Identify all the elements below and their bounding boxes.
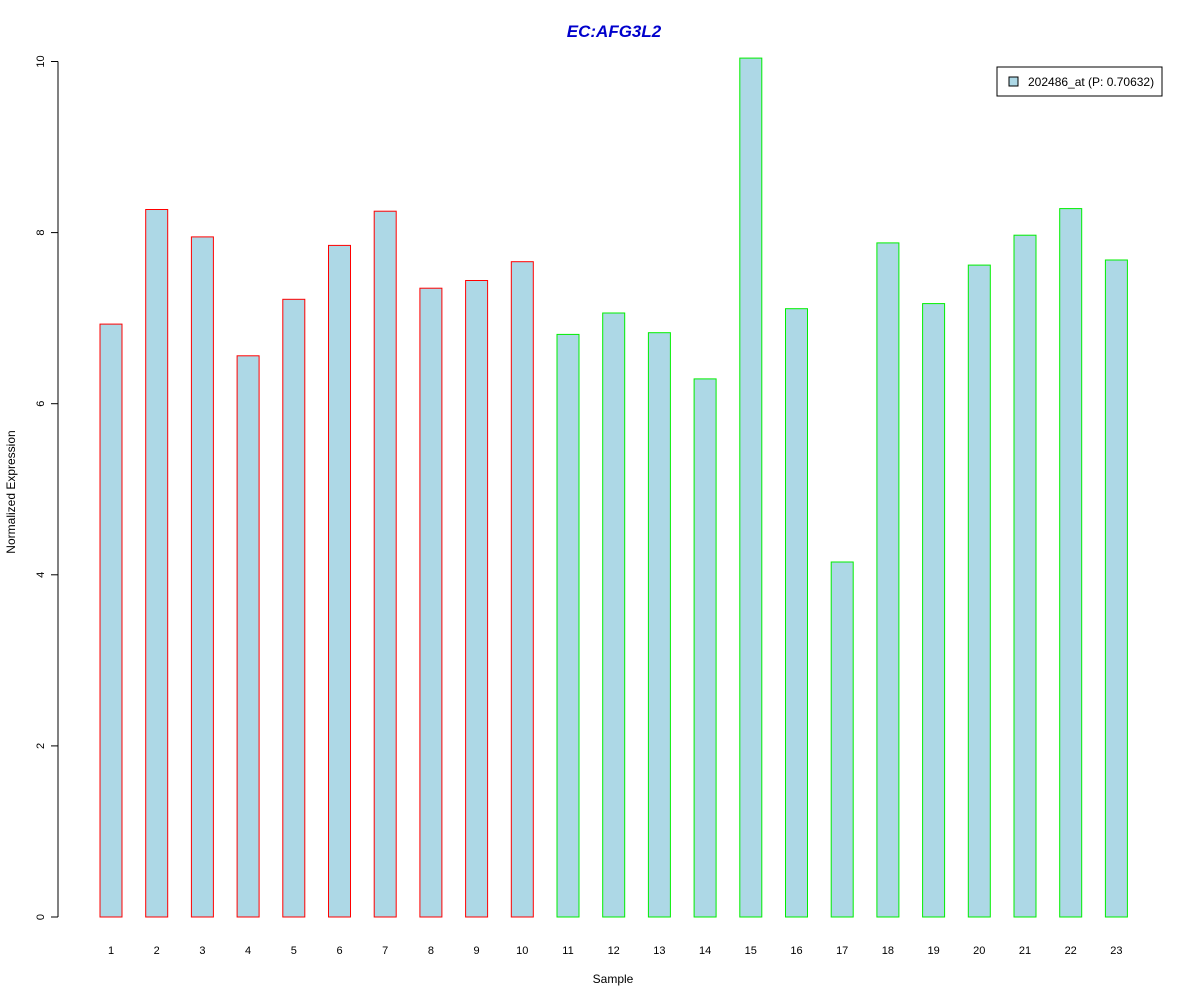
x-tick-label: 15 <box>745 945 757 957</box>
bars <box>99 57 1128 918</box>
bar-sample-13 <box>647 332 671 918</box>
legend-label: 202486_at (P: 0.70632) <box>1028 75 1154 89</box>
bar-sample-1 <box>99 323 123 918</box>
x-tick-label: 13 <box>653 945 665 957</box>
bar-sample-11 <box>556 333 580 918</box>
x-tick-label: 10 <box>516 945 528 957</box>
y-tick-label: 8 <box>35 230 47 236</box>
y-tick-label: 0 <box>35 914 47 920</box>
chart-title: EC:AFG3L2 <box>567 22 662 41</box>
legend-swatch <box>1008 76 1019 87</box>
bar-sample-4 <box>236 355 260 918</box>
x-tick-label: 2 <box>154 945 160 957</box>
x-tick-labels: 1 2 3 4 5 6 7 8 9 10 11 12 13 14 15 16 17 18 19 20 21 22 23 <box>108 945 1123 957</box>
bar-sample-18 <box>876 242 900 918</box>
bar-sample-2 <box>145 209 169 918</box>
bar-sample-22 <box>1059 208 1083 918</box>
bar-sample-9 <box>465 280 489 918</box>
y-axis-label: Normalized Expression <box>4 430 18 553</box>
x-tick-label: 12 <box>608 945 620 957</box>
bar-sample-20 <box>967 264 991 918</box>
x-tick-label: 6 <box>336 945 342 957</box>
bar-sample-6 <box>328 244 351 918</box>
bar-sample-15 <box>739 57 763 918</box>
x-tick-label: 8 <box>428 945 434 957</box>
x-tick-label: 22 <box>1065 945 1077 957</box>
x-tick-label: 20 <box>973 945 985 957</box>
bar-sample-7 <box>373 210 397 918</box>
bar-sample-17 <box>830 561 854 918</box>
x-tick-label: 9 <box>474 945 480 957</box>
bar-sample-21 <box>1013 234 1037 918</box>
x-tick-label: 14 <box>699 945 711 957</box>
y-tick-label: 2 <box>35 743 47 749</box>
y-tick-label: 10 <box>35 55 47 67</box>
bar-sample-23 <box>1104 259 1128 918</box>
bar-sample-3 <box>190 236 214 918</box>
bar-sample-19 <box>922 303 946 918</box>
legend: 202486_at (P: 0.70632) <box>996 66 1163 97</box>
x-tick-label: 17 <box>836 945 848 957</box>
x-tick-label: 11 <box>562 945 573 957</box>
x-tick-label: 1 <box>108 945 114 957</box>
x-tick-label: 3 <box>199 945 205 957</box>
legend-box <box>996 66 1163 97</box>
y-tick-label: 6 <box>35 401 47 407</box>
x-tick-label: 18 <box>882 945 894 957</box>
x-tick-label: 7 <box>382 945 388 957</box>
bar-sample-10 <box>510 261 534 918</box>
x-tick-label: 4 <box>245 945 251 957</box>
x-tick-label: 19 <box>927 945 939 957</box>
bar-sample-16 <box>785 308 808 918</box>
bar-sample-14 <box>693 378 717 918</box>
bar-sample-12 <box>602 312 626 918</box>
x-tick-label: 5 <box>291 945 297 957</box>
x-tick-label: 21 <box>1019 945 1031 957</box>
x-tick-label: 16 <box>790 945 802 957</box>
x-axis-label: Sample <box>593 972 634 986</box>
bar-sample-8 <box>419 287 443 918</box>
y-tick-label: 4 <box>35 572 47 578</box>
x-tick-label: 23 <box>1110 945 1122 957</box>
y-axis: 0 2 4 6 8 10 <box>35 55 59 920</box>
bar-sample-5 <box>282 298 306 918</box>
